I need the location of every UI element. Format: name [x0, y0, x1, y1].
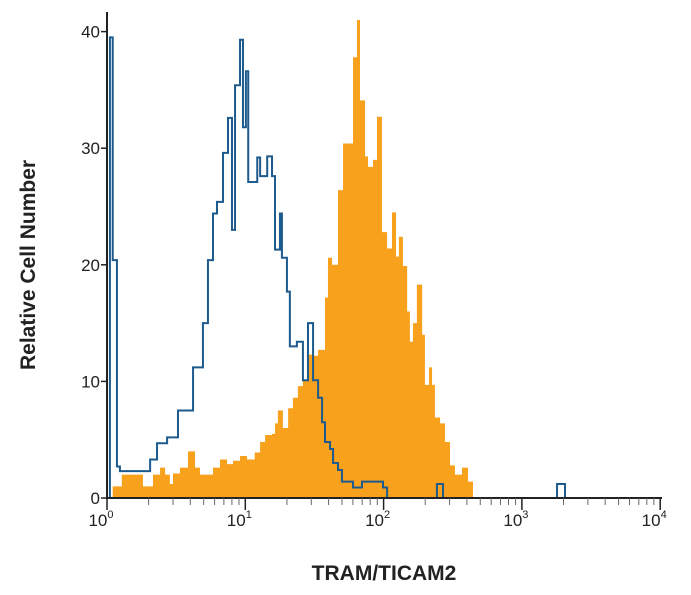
x-tick-exponent: 4 — [661, 509, 667, 521]
y-tick-label: 40 — [81, 23, 100, 42]
x-tick-base: 10 — [642, 511, 661, 530]
x-tick-exponent: 3 — [522, 509, 528, 521]
histogram-series-filled — [112, 19, 473, 498]
y-tick-label: 20 — [81, 256, 100, 275]
x-tick-base: 10 — [88, 511, 107, 530]
x-tick-base: 10 — [365, 511, 384, 530]
x-tick-label: 100 — [88, 509, 113, 530]
y-tick-label: 30 — [81, 139, 100, 158]
x-tick-base: 10 — [503, 511, 522, 530]
histogram-series-outline — [108, 36, 661, 499]
x-tick-label: 102 — [365, 509, 390, 530]
x-tick-exponent: 1 — [246, 509, 252, 521]
x-tick-label: 101 — [227, 509, 252, 530]
x-tick-label: 103 — [503, 509, 528, 530]
x-tick-label: 104 — [642, 509, 667, 530]
x-tick-exponent: 0 — [107, 509, 113, 521]
y-tick-label: 10 — [81, 372, 100, 391]
x-tick-exponent: 2 — [384, 509, 390, 521]
y-axis-title: Relative Cell Number — [17, 160, 40, 370]
x-tick-base: 10 — [227, 511, 246, 530]
y-tick-label: 0 — [91, 489, 100, 508]
x-axis-title: TRAM/TICAM2 — [312, 562, 457, 585]
